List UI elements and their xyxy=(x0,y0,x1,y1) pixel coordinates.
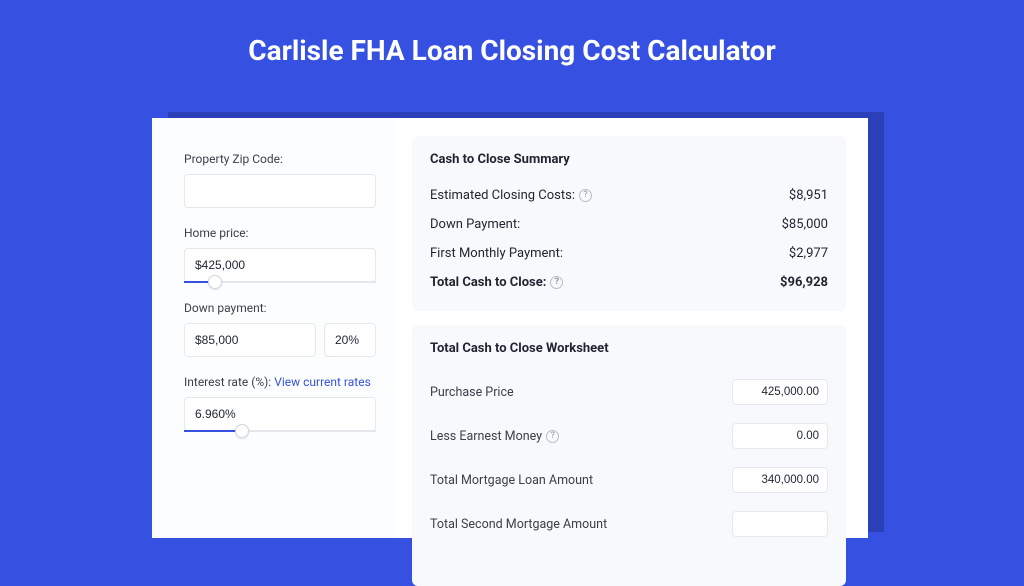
home-price-label: Home price: xyxy=(184,226,376,240)
interest-slider[interactable] xyxy=(184,430,376,432)
help-icon[interactable]: ? xyxy=(579,189,592,202)
page-title: Carlisle FHA Loan Closing Cost Calculato… xyxy=(0,0,1024,91)
field-zip: Property Zip Code: xyxy=(184,152,376,208)
zip-input[interactable] xyxy=(184,174,376,208)
down-payment-pct-input[interactable] xyxy=(324,323,376,357)
summary-panel: Cash to Close Summary Estimated Closing … xyxy=(412,136,846,311)
help-icon[interactable]: ? xyxy=(546,430,559,443)
summary-title: Cash to Close Summary xyxy=(430,152,828,167)
summary-row-label: Total Cash to Close:? xyxy=(430,275,563,290)
home-price-slider[interactable] xyxy=(184,281,376,283)
field-interest-rate: Interest rate (%): View current rates xyxy=(184,375,376,432)
worksheet-row-input[interactable] xyxy=(732,467,828,493)
interest-slider-thumb[interactable] xyxy=(235,424,249,438)
view-rates-link[interactable]: View current rates xyxy=(274,375,371,389)
down-payment-input[interactable] xyxy=(184,323,316,357)
summary-row-label: Down Payment: xyxy=(430,217,520,232)
worksheet-row-label: Purchase Price xyxy=(430,385,514,400)
summary-row: First Monthly Payment: $2,977 xyxy=(430,239,828,268)
worksheet-title: Total Cash to Close Worksheet xyxy=(430,341,828,356)
worksheet-rows: Purchase Price Less Earnest Money? Total M… xyxy=(430,370,828,546)
home-price-slider-thumb[interactable] xyxy=(208,275,222,289)
worksheet-row-input[interactable] xyxy=(732,423,828,449)
interest-label-text: Interest rate (%): xyxy=(184,375,274,389)
summary-rows: Estimated Closing Costs:? $8,951 Down Paym… xyxy=(430,181,828,297)
worksheet-row-input[interactable] xyxy=(732,379,828,405)
down-payment-label: Down payment: xyxy=(184,301,376,315)
field-down-payment: Down payment: xyxy=(184,301,376,357)
results-column: Cash to Close Summary Estimated Closing … xyxy=(396,118,868,538)
worksheet-row: Purchase Price xyxy=(430,370,828,414)
summary-row-label: First Monthly Payment: xyxy=(430,246,563,261)
interest-label: Interest rate (%): View current rates xyxy=(184,375,376,389)
form-column: Property Zip Code: Home price: Down paym… xyxy=(152,118,396,538)
summary-row-value: $8,951 xyxy=(789,188,828,203)
worksheet-row-label: Less Earnest Money? xyxy=(430,429,559,444)
summary-row-value: $85,000 xyxy=(782,217,828,232)
field-home-price: Home price: xyxy=(184,226,376,283)
interest-slider-fill xyxy=(184,430,242,432)
zip-label: Property Zip Code: xyxy=(184,152,376,166)
summary-row-value: $96,928 xyxy=(780,275,828,290)
worksheet-row: Total Mortgage Loan Amount xyxy=(430,458,828,502)
help-icon[interactable]: ? xyxy=(550,276,563,289)
summary-row-value: $2,977 xyxy=(789,246,828,261)
worksheet-row: Less Earnest Money? xyxy=(430,414,828,458)
summary-row-label: Estimated Closing Costs:? xyxy=(430,188,592,203)
calculator-card: Property Zip Code: Home price: Down paym… xyxy=(152,118,868,538)
worksheet-row: Total Second Mortgage Amount xyxy=(430,502,828,546)
interest-input[interactable] xyxy=(184,397,376,431)
worksheet-row-label: Total Second Mortgage Amount xyxy=(430,517,607,532)
worksheet-row-label: Total Mortgage Loan Amount xyxy=(430,473,593,488)
summary-row: Estimated Closing Costs:? $8,951 xyxy=(430,181,828,210)
summary-row: Total Cash to Close:? $96,928 xyxy=(430,268,828,297)
summary-row: Down Payment: $85,000 xyxy=(430,210,828,239)
worksheet-panel: Total Cash to Close Worksheet Purchase P… xyxy=(412,325,846,586)
worksheet-row-input[interactable] xyxy=(732,511,828,537)
